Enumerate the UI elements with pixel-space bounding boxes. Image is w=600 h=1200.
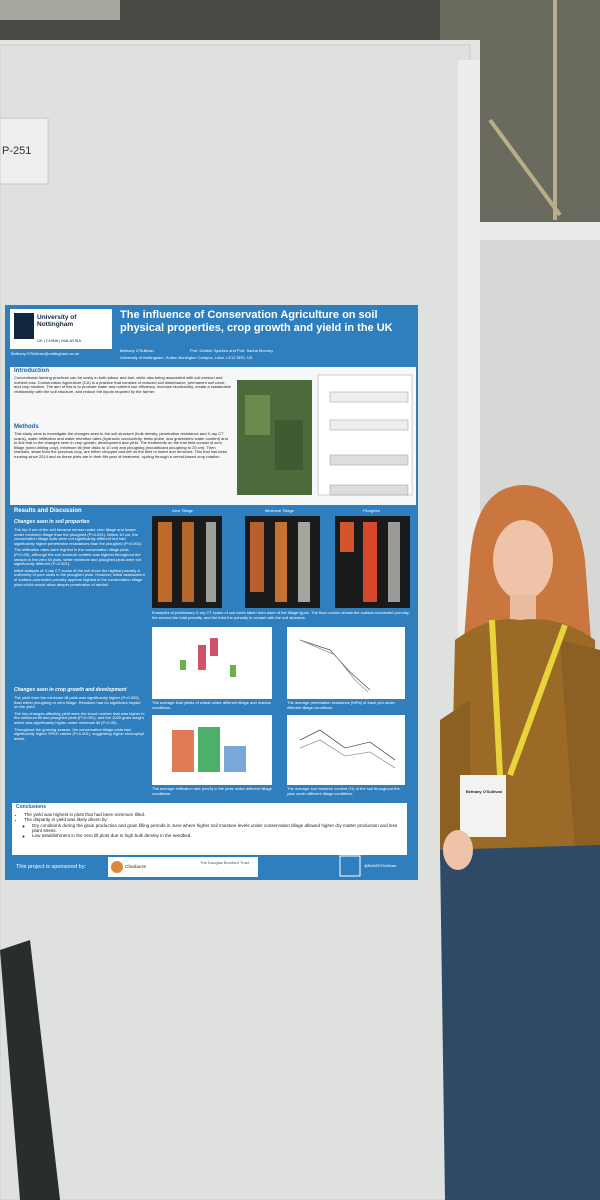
scan-core (250, 522, 264, 592)
caption: The average soil moisture content (%) of… (287, 786, 400, 796)
sponsor: Chadacre (125, 864, 146, 869)
author: Bethany O'Sullivan (120, 348, 154, 353)
soil-heading: Changes seen in soil properties (14, 519, 90, 525)
line-shape (299, 739, 396, 769)
supervisors: Prof. Debbie Sparkes and Prof. Sacha Moo… (190, 348, 274, 353)
jeans (440, 845, 600, 1200)
twitter-icon (339, 855, 361, 877)
plot-diagram (317, 374, 413, 496)
lanyard (489, 619, 568, 777)
hand (443, 830, 473, 870)
poster-title: The influence of Conservation Agricultur… (120, 309, 393, 334)
scan-label: Zero Tillage (172, 508, 193, 513)
methods-text: This study aims to investigate the chang… (14, 431, 228, 459)
list-item: The disparity in yield was likely driven… (24, 817, 404, 838)
chart-image (152, 627, 272, 699)
intro-text: Conventional farming practices can be co… (14, 375, 231, 394)
list-item: The yield was highest in plots that had … (24, 812, 404, 817)
bar-shape (224, 746, 246, 772)
scan-label: Ploughed (363, 508, 380, 513)
scan-core (298, 522, 310, 602)
paragraph: Initial analysis of X-ray CT scans of th… (14, 567, 145, 587)
diagram-row (329, 391, 409, 403)
line-shape (299, 729, 396, 761)
scan-core (206, 522, 216, 602)
paragraph: The infiltration rates were highest in t… (14, 547, 142, 567)
logo-crest (14, 313, 34, 339)
logo-regions: UK | CHINA | MALAYSIA (37, 338, 82, 343)
affiliation: University of Nottingham, Sutton Boningt… (120, 355, 253, 360)
email: Bethany.O'Sullivan@nottingham.ac.uk (11, 351, 79, 356)
diagram-row (329, 454, 409, 466)
scan-core (340, 522, 354, 552)
logo-name: University of Nottingham (37, 314, 77, 329)
ct-scans (152, 516, 410, 608)
box-shape (230, 665, 236, 677)
person (440, 485, 600, 1200)
field-photo-plot (245, 395, 270, 435)
methods-heading: Methods (14, 424, 39, 430)
scan-core (275, 522, 287, 602)
sponsor-logos (108, 857, 258, 877)
item-text: The disparity in yield was likely driven… (24, 817, 108, 823)
results-text-bg (10, 515, 148, 805)
chart-image-marks (172, 638, 396, 772)
sub-list: Dry conditions during the grain producti… (24, 823, 404, 839)
sub-item: Dry conditions during the grain producti… (32, 823, 404, 834)
badge-name: Bethany O'Sullivan (465, 789, 503, 794)
scan-core (182, 522, 194, 602)
paragraph: Throughout the growing season, the conse… (14, 726, 145, 741)
label-card (0, 117, 49, 185)
tripod (0, 940, 60, 1200)
bar-shape (172, 730, 194, 772)
caption: The average infiltration rate (cm/h) in … (152, 786, 272, 796)
sponsor-text: This project is sponsored by: (16, 864, 87, 870)
caption: The average final yields of wheat under … (152, 700, 271, 710)
truss (488, 118, 562, 217)
board-label: P-251 (2, 145, 32, 157)
arm (560, 640, 600, 850)
scan-core (158, 522, 172, 602)
results-heading: Results and Discussion (14, 508, 82, 514)
conclusions-panel (12, 803, 407, 855)
conclusions-list: The yield was highest in plots that had … (16, 812, 404, 838)
scan-core (388, 522, 400, 602)
diagram-row (329, 419, 409, 431)
badge (460, 775, 506, 837)
conclusions-heading: Conclusions (16, 804, 47, 810)
paragraph: The key changes affecting yield were the… (14, 710, 145, 725)
scan-label: Minimum Tillage (265, 508, 294, 513)
line-shape (299, 639, 369, 693)
diagram-row (329, 484, 409, 496)
paragraph: The top 5 cm of the soil became denser u… (14, 527, 143, 546)
field-photo-plot (275, 420, 303, 470)
crop-heading: Changes seen in crop growth and developm… (14, 687, 127, 693)
intro-heading: Introduction (14, 368, 49, 374)
sponsor: The Douglas Bomford Trust (200, 860, 249, 865)
face (493, 520, 553, 600)
scan-core (363, 522, 377, 602)
sponsor-icon (111, 861, 123, 873)
soil-text: The top 5 cm of the soil became denser u… (14, 527, 146, 587)
crop-text: The yield from the minimum till plots wa… (14, 695, 146, 741)
caption: The average penetration resistance (MPa)… (287, 700, 396, 710)
chart-image (287, 627, 405, 699)
list: The yield was highest in plots that had … (16, 812, 404, 838)
panel-frame (478, 222, 600, 240)
light (0, 0, 120, 20)
bar-shape (198, 727, 220, 772)
chart-image (287, 715, 405, 785)
sub-item: Low establishment in the zero till plots… (32, 833, 404, 838)
paragraph: The yield from the minimum till plots wa… (14, 695, 141, 710)
box-shape (198, 645, 206, 670)
twitter-handle: @BethROSullivan (364, 863, 397, 868)
box-shape (180, 660, 186, 670)
caption: Examples of preliminary X-ray CT scans o… (152, 610, 410, 620)
box-shape (210, 638, 218, 656)
